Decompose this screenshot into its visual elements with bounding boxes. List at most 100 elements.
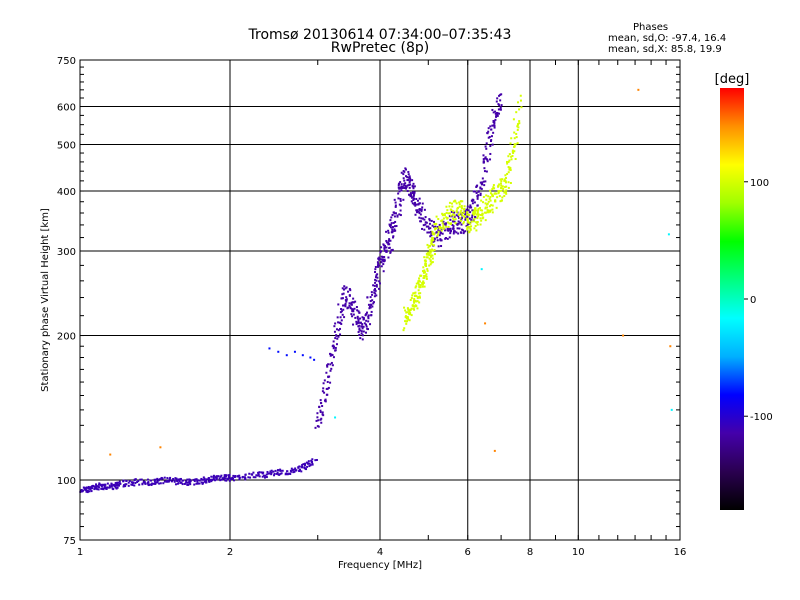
data-point <box>367 314 370 317</box>
data-point <box>495 100 498 103</box>
data-point <box>378 282 381 285</box>
data-point <box>472 213 475 216</box>
data-point <box>403 179 406 182</box>
data-point <box>517 122 520 125</box>
data-point <box>315 458 318 461</box>
data-point <box>413 301 416 304</box>
data-point <box>433 232 436 235</box>
data-point <box>499 178 502 181</box>
data-point <box>412 292 415 295</box>
x-axis-label: Frequency [MHz] <box>338 560 422 571</box>
data-point <box>436 226 439 229</box>
data-point <box>472 210 475 213</box>
data-point <box>495 115 498 118</box>
data-point <box>316 412 319 415</box>
data-point <box>452 230 455 233</box>
data-point <box>460 217 463 220</box>
data-point <box>407 173 410 176</box>
data-point <box>440 239 443 242</box>
data-point <box>408 193 411 196</box>
data-point <box>335 343 338 346</box>
data-point <box>463 205 466 208</box>
data-point <box>433 223 436 226</box>
data-point <box>500 184 503 187</box>
data-point <box>459 221 462 224</box>
data-point <box>405 187 408 190</box>
data-point <box>430 232 433 235</box>
data-point <box>446 227 449 230</box>
data-point <box>417 282 420 285</box>
data-point <box>505 185 508 188</box>
data-point <box>417 203 420 206</box>
data-point <box>143 481 146 484</box>
data-point <box>475 229 478 232</box>
data-point <box>394 212 397 215</box>
data-point <box>481 181 484 184</box>
data-point <box>409 299 412 302</box>
data-point <box>501 178 504 181</box>
data-point <box>485 194 488 197</box>
data-point <box>382 270 385 273</box>
data-point <box>367 320 370 323</box>
data-point <box>329 352 332 355</box>
data-point <box>309 464 312 467</box>
data-point <box>270 471 273 474</box>
data-point <box>469 222 472 225</box>
data-point <box>399 199 402 202</box>
data-point <box>116 484 119 487</box>
data-point <box>491 204 494 207</box>
data-point <box>344 302 347 305</box>
data-point <box>401 187 404 190</box>
data-point <box>419 284 422 287</box>
data-point <box>336 316 339 319</box>
data-point <box>495 206 498 209</box>
data-point <box>333 330 336 333</box>
data-point <box>460 213 463 216</box>
data-point <box>412 187 415 190</box>
data-point <box>137 480 140 483</box>
data-point <box>400 171 403 174</box>
data-point <box>113 485 116 488</box>
data-point <box>458 227 461 230</box>
data-point <box>418 280 421 283</box>
data-point <box>431 257 434 260</box>
data-point <box>353 307 356 310</box>
data-point <box>423 276 426 279</box>
data-point <box>400 185 403 188</box>
data-point <box>203 480 206 483</box>
data-point <box>375 285 378 288</box>
data-point <box>472 219 475 222</box>
data-point <box>486 206 489 209</box>
data-point <box>117 481 120 484</box>
data-point <box>298 465 301 468</box>
data-point <box>342 288 345 291</box>
data-point <box>479 223 482 226</box>
data-point <box>493 187 496 190</box>
data-point <box>450 210 453 213</box>
data-point <box>498 104 501 107</box>
data-point <box>80 490 83 493</box>
data-point <box>432 233 435 236</box>
data-point <box>266 470 269 473</box>
data-point <box>404 320 407 323</box>
data-point <box>288 472 291 475</box>
data-point <box>466 218 469 221</box>
data-point <box>489 196 492 199</box>
data-point <box>340 319 343 322</box>
data-point <box>416 209 419 212</box>
data-point <box>497 185 500 188</box>
data-point <box>279 472 282 475</box>
data-point <box>514 157 517 160</box>
data-point <box>258 475 261 478</box>
data-point <box>500 104 503 107</box>
data-point <box>442 224 445 227</box>
data-point <box>389 219 392 222</box>
data-point <box>150 483 153 486</box>
data-point <box>84 488 87 491</box>
data-point <box>434 228 437 231</box>
data-point <box>670 408 673 411</box>
data-point <box>466 211 469 214</box>
data-point <box>398 182 401 185</box>
data-point <box>361 323 364 326</box>
data-point <box>196 482 199 485</box>
